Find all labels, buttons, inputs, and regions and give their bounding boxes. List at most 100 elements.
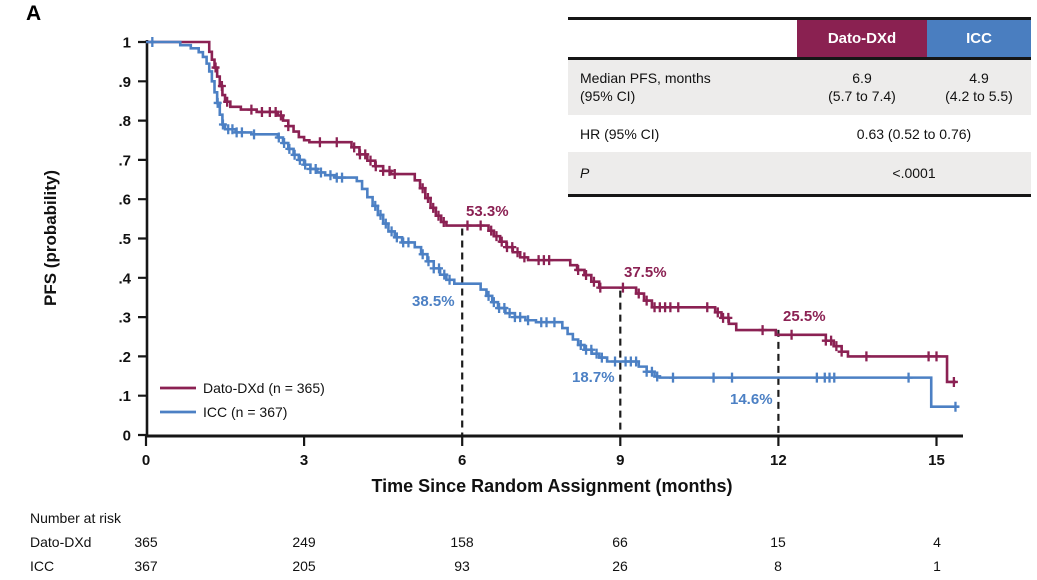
censor-mark-icc: [404, 237, 413, 248]
legend-label-dato: Dato-DXd (n = 365): [203, 380, 325, 396]
risk-value: 93: [454, 558, 470, 574]
stats-label-hr: HR (95% CI): [580, 125, 660, 142]
censor-mark-dato: [642, 295, 651, 306]
y-tick-label: 1: [123, 35, 131, 52]
risk-row-label-icc: ICC: [30, 558, 55, 574]
censor-mark-icc: [213, 97, 222, 108]
censor-mark-dato: [949, 376, 958, 387]
median-pfs-label-line1: Median PFS, months: [580, 70, 711, 86]
censor-mark-dato: [276, 110, 285, 121]
censor-mark-icc: [576, 340, 585, 351]
y-tick-label: .5: [118, 231, 131, 248]
censor-mark-icc: [550, 317, 559, 328]
y-tick-label: 0: [123, 428, 131, 445]
censor-mark-icc: [274, 132, 283, 143]
censor-mark-dato: [423, 193, 432, 204]
censor-mark-icc: [228, 124, 237, 135]
censor-mark-icc: [542, 317, 551, 328]
y-tick-label: .4: [118, 270, 131, 287]
stats-table: Dato-DXd ICC Median PFS, months (95% CI)…: [568, 17, 1031, 197]
censor-mark-dato: [487, 225, 496, 236]
risk-row-icc: ICC 367 205 93 26 8 1: [0, 558, 1037, 576]
censor-mark-icc: [647, 366, 656, 377]
censor-mark-icc: [218, 119, 227, 130]
landmark-label-icc: 18.7%: [572, 369, 615, 386]
censor-mark-icc: [489, 297, 498, 308]
censor-mark-dato: [463, 220, 472, 231]
annotations-layer: 53.3% 37.5% 25.5% 38.5% 18.7% 14.6%: [412, 203, 826, 408]
censor-mark-icc: [484, 290, 493, 301]
risk-value: 8: [774, 558, 782, 574]
censor-mark-dato: [284, 121, 293, 132]
risk-value: 367: [134, 558, 158, 574]
censor-mark-icc: [424, 256, 433, 267]
median-pfs-icc-line1: 4.9: [969, 70, 989, 86]
km-step-path-icc: [146, 40, 959, 409]
stats-label-median-pfs: Median PFS, months (95% CI): [568, 69, 797, 106]
censor-mark-dato: [827, 335, 836, 346]
censor-mark-icc: [311, 163, 320, 174]
censor-mark-icc: [295, 154, 304, 165]
censor-mark-icc: [376, 209, 385, 220]
censor-mark-icc: [316, 167, 325, 178]
censor-mark-icc: [290, 149, 299, 160]
censor-mark-icc: [597, 352, 606, 363]
risk-row-dato: Dato-DXd 365 249 158 66 15 4: [0, 534, 1037, 552]
censor-mark-icc: [812, 372, 821, 383]
risk-value: 4: [933, 534, 941, 550]
median-pfs-value-dato: 6.9 (5.7 to 7.4): [797, 69, 927, 106]
censor-mark-icc: [285, 143, 294, 154]
censor-mark-dato: [862, 351, 871, 362]
x-tick-label: 9: [616, 452, 624, 469]
censor-mark-dato: [315, 137, 324, 148]
risk-row-label-dato: Dato-DXd: [30, 534, 92, 550]
y-axis-title: PFS (probability): [41, 170, 60, 306]
censor-mark-icc: [830, 372, 839, 383]
censor-mark-dato: [666, 302, 675, 313]
censor-mark-icc: [392, 232, 401, 243]
censor-mark-dato: [758, 325, 767, 336]
censor-mark-dato: [217, 81, 226, 92]
axis-tick-marks: [138, 40, 938, 446]
censor-mark-dato: [332, 137, 341, 148]
stats-row-hr: HR (95% CI) 0.63 (0.52 to 0.76): [568, 115, 1031, 152]
censor-mark-icc: [632, 356, 641, 367]
censor-mark-dato: [582, 270, 591, 281]
censor-mark-dato: [924, 351, 933, 362]
panel-label: A: [26, 2, 42, 25]
median-pfs-dato-line2: (5.7 to 7.4): [828, 88, 896, 104]
censor-mark-dato: [497, 236, 506, 247]
censor-mark-icc: [435, 263, 444, 274]
censor-mark-icc: [371, 200, 380, 211]
censor-mark-icc: [524, 315, 533, 326]
stats-row-median-pfs: Median PFS, months (95% CI) 6.9 (5.7 to …: [568, 60, 1031, 115]
x-tick-label: 15: [928, 452, 945, 469]
censor-mark-dato: [385, 165, 394, 176]
x-tick-label: 0: [142, 452, 150, 469]
censor-mark-dato: [508, 242, 517, 253]
censor-mark-dato: [434, 210, 443, 221]
stats-label-p: P: [580, 165, 590, 181]
censor-mark-dato: [247, 104, 256, 115]
censor-mark-dato: [574, 264, 583, 275]
stats-header-dato: Dato-DXd: [797, 20, 927, 57]
censor-mark-icc: [904, 372, 913, 383]
censor-mark-icc: [280, 138, 289, 149]
hr-value: 0.63 (0.52 to 0.76): [856, 125, 972, 142]
censor-mark-dato: [366, 155, 375, 166]
censor-mark-dato: [713, 307, 722, 318]
censor-mark-icc: [418, 249, 427, 260]
median-pfs-icc-line2: (4.2 to 5.5): [945, 88, 1013, 104]
censor-mark-dato: [476, 220, 485, 231]
stats-row-p: P <.0001: [568, 152, 1031, 194]
censor-mark-dato: [492, 231, 501, 242]
landmark-label-dato: 25.5%: [783, 308, 826, 325]
stats-table-header: Dato-DXd ICC: [568, 20, 1031, 60]
censor-mark-icc: [338, 172, 347, 183]
censor-mark-dato: [596, 282, 605, 293]
censor-mark-dato: [439, 216, 448, 227]
y-tick-label: .9: [118, 74, 131, 91]
censor-mark-dato: [371, 161, 380, 172]
censor-mark-icc: [301, 159, 310, 170]
censor-mark-dato: [429, 202, 438, 213]
